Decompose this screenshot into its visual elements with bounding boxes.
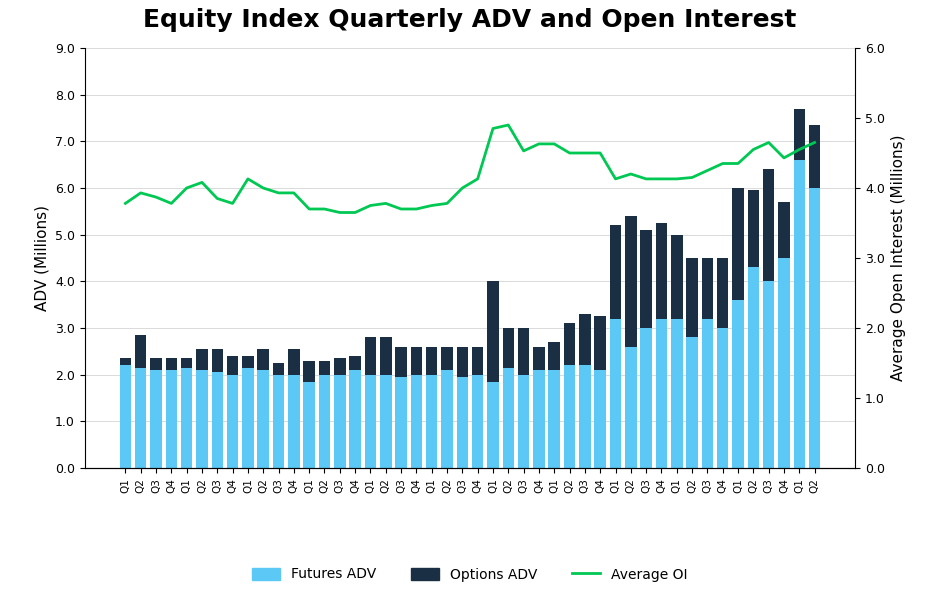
- Bar: [778, 202, 790, 258]
- Bar: [472, 347, 483, 374]
- Bar: [411, 347, 422, 374]
- Bar: [334, 374, 346, 468]
- Bar: [135, 335, 147, 368]
- Bar: [747, 190, 760, 268]
- Bar: [610, 319, 621, 468]
- Bar: [778, 258, 790, 468]
- Bar: [380, 337, 391, 374]
- Bar: [487, 382, 499, 468]
- Y-axis label: ADV (Millions): ADV (Millions): [35, 205, 49, 311]
- Bar: [487, 281, 499, 382]
- Bar: [441, 370, 453, 468]
- Bar: [227, 356, 239, 374]
- Bar: [180, 358, 193, 368]
- Bar: [763, 169, 775, 281]
- Bar: [793, 109, 805, 160]
- Bar: [809, 188, 821, 468]
- Title: Equity Index Quarterly ADV and Open Interest: Equity Index Quarterly ADV and Open Inte…: [143, 8, 797, 32]
- Bar: [334, 358, 346, 374]
- Bar: [119, 365, 131, 468]
- Bar: [380, 374, 391, 468]
- Bar: [119, 358, 131, 365]
- Bar: [243, 368, 254, 468]
- Bar: [533, 347, 544, 370]
- Bar: [273, 374, 284, 468]
- Bar: [533, 370, 544, 468]
- Bar: [426, 347, 437, 374]
- Bar: [763, 281, 775, 468]
- Bar: [258, 349, 269, 370]
- Bar: [150, 370, 162, 468]
- Bar: [579, 365, 590, 468]
- Bar: [319, 374, 330, 468]
- Bar: [701, 319, 713, 468]
- Bar: [304, 361, 315, 382]
- Bar: [594, 370, 606, 468]
- Bar: [212, 373, 223, 468]
- Bar: [258, 370, 269, 468]
- Bar: [180, 368, 193, 468]
- Bar: [579, 314, 590, 365]
- Bar: [625, 216, 636, 347]
- Bar: [809, 125, 821, 188]
- Bar: [793, 160, 805, 468]
- Y-axis label: Average Open Interest (Millions): Average Open Interest (Millions): [891, 135, 905, 381]
- Bar: [518, 374, 529, 468]
- Legend: Futures ADV, Options ADV, Average OI: Futures ADV, Options ADV, Average OI: [247, 562, 693, 587]
- Bar: [304, 382, 315, 468]
- Bar: [671, 319, 682, 468]
- Bar: [319, 361, 330, 374]
- Bar: [701, 258, 713, 319]
- Bar: [212, 349, 223, 373]
- Bar: [732, 188, 744, 300]
- Bar: [747, 268, 760, 468]
- Bar: [640, 230, 651, 328]
- Bar: [396, 347, 407, 377]
- Bar: [365, 337, 376, 374]
- Bar: [457, 377, 468, 468]
- Bar: [165, 370, 177, 468]
- Bar: [549, 342, 560, 370]
- Bar: [549, 370, 560, 468]
- Bar: [289, 374, 300, 468]
- Bar: [518, 328, 529, 374]
- Bar: [396, 377, 407, 468]
- Bar: [350, 370, 361, 468]
- Bar: [503, 368, 514, 468]
- Bar: [150, 358, 162, 370]
- Bar: [457, 347, 468, 377]
- Bar: [227, 374, 239, 468]
- Bar: [594, 316, 606, 370]
- Bar: [273, 363, 284, 374]
- Bar: [564, 365, 575, 468]
- Bar: [472, 374, 483, 468]
- Bar: [732, 300, 744, 468]
- Bar: [656, 223, 667, 319]
- Bar: [196, 370, 208, 468]
- Bar: [686, 337, 697, 468]
- Bar: [717, 328, 728, 468]
- Bar: [656, 319, 667, 468]
- Bar: [671, 235, 682, 319]
- Bar: [426, 374, 437, 468]
- Bar: [289, 349, 300, 374]
- Bar: [243, 356, 254, 368]
- Bar: [350, 356, 361, 370]
- Bar: [441, 347, 453, 370]
- Bar: [625, 347, 636, 468]
- Bar: [503, 328, 514, 368]
- Bar: [365, 374, 376, 468]
- Bar: [640, 328, 651, 468]
- Bar: [610, 226, 621, 319]
- Bar: [411, 374, 422, 468]
- Bar: [686, 258, 697, 337]
- Bar: [165, 358, 177, 370]
- Bar: [196, 349, 208, 370]
- Bar: [717, 258, 728, 328]
- Bar: [135, 368, 147, 468]
- Bar: [564, 323, 575, 365]
